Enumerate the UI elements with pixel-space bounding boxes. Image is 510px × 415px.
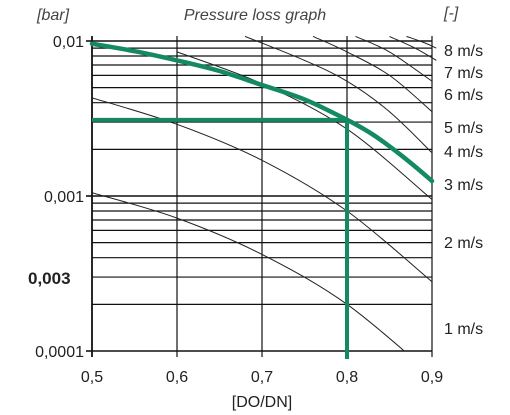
annotation-label: 0,003 — [28, 269, 71, 288]
velocity-curves — [92, 35, 437, 351]
x-axis-label: [DO/DN] — [232, 394, 292, 411]
velocity-label: 8 m/s — [444, 43, 483, 60]
y-tick-label: 0,01 — [53, 34, 84, 51]
x-tick-label: 0,5 — [81, 369, 103, 386]
velocity-curve — [176, 51, 433, 200]
velocity-label: 3 m/s — [444, 177, 483, 194]
x-tick-label: 0,8 — [336, 369, 358, 386]
right-axis-label: [-] — [443, 5, 459, 22]
chart-title: Pressure loss graph — [184, 7, 326, 24]
velocity-curve — [92, 97, 433, 283]
y-tick-label: 0,0001 — [35, 344, 84, 361]
velocity-curve — [355, 35, 433, 82]
velocity-label: 6 m/s — [444, 87, 483, 104]
velocity-label: 2 m/s — [444, 235, 483, 252]
labels: 0,5 0,6 0,7 0,8 0,9 0,01 0,001 0,0001 8 m/s 7 m/s… — [35, 34, 483, 386]
y-tick-label: 0,001 — [44, 189, 84, 206]
y-axis-label: [bar] — [36, 7, 70, 24]
velocity-label: 4 m/s — [444, 144, 483, 161]
velocity-curve — [312, 35, 433, 113]
velocity-label: 5 m/s — [444, 120, 483, 137]
velocity-curve — [92, 192, 406, 351]
velocity-label: 1 m/s — [444, 321, 483, 338]
x-tick-label: 0,6 — [166, 369, 188, 386]
velocity-curve — [389, 35, 437, 61]
x-tick-label: 0,9 — [421, 369, 443, 386]
highlight-layer — [89, 41, 435, 359]
x-tick-label: 0,7 — [251, 369, 273, 386]
velocity-curve — [244, 35, 433, 154]
highlight-curve — [89, 41, 435, 184]
velocity-curve — [406, 35, 437, 49]
velocity-label: 7 m/s — [444, 65, 483, 82]
